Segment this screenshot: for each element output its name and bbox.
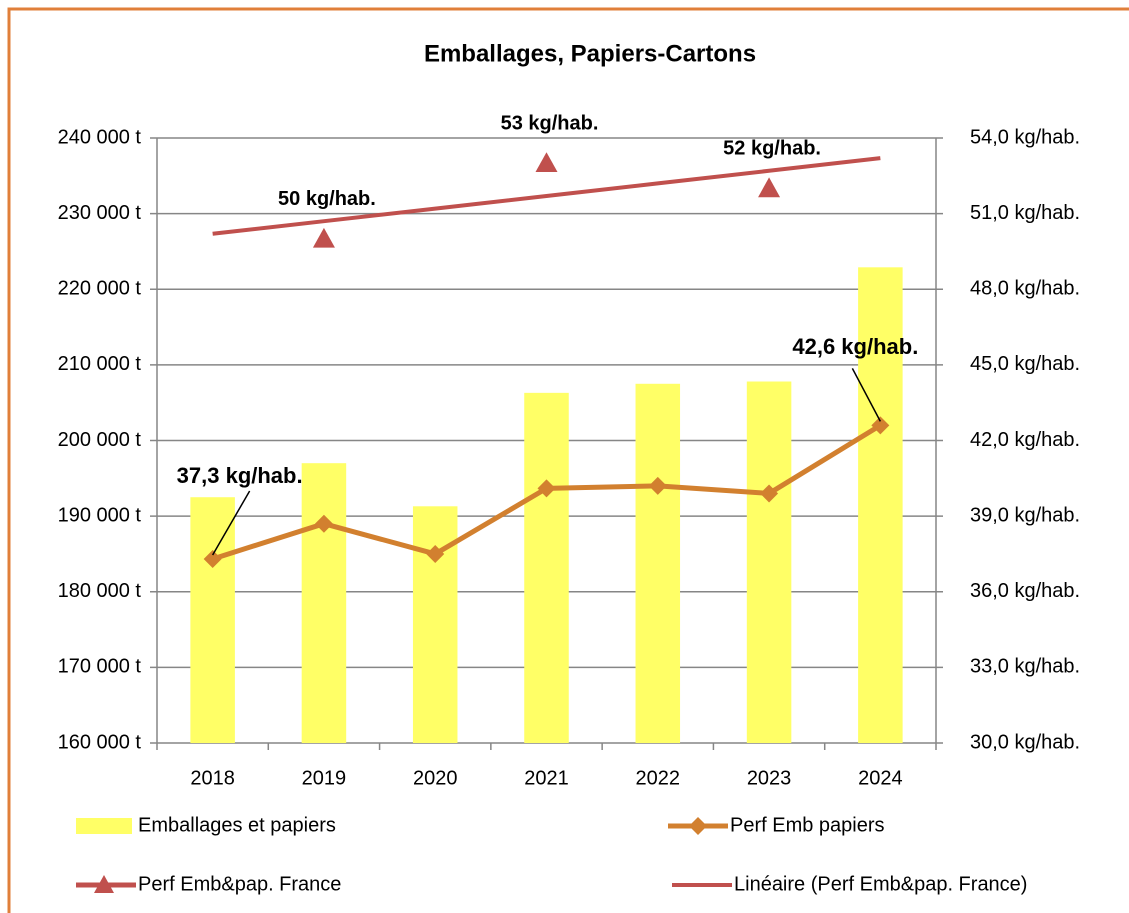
y-tick-label: 180 000 t [58,580,142,602]
data-label: 53 kg/hab. [501,112,599,134]
y-tick-label: 190 000 t [58,504,142,526]
marker [312,227,335,248]
y-tick-label: 220 000 t [58,278,142,300]
y2-tick-label: 54,0 kg/hab. [970,126,1080,148]
y-tick-label: 210 000 t [58,353,142,375]
legend-marker [94,875,114,893]
data-label: 50 kg/hab. [278,188,376,210]
marker [871,416,890,435]
data-label: 52 kg/hab. [723,138,821,160]
x-tick-label: 2019 [302,767,347,789]
y-tick-label: 170 000 t [58,656,142,678]
marker [760,484,779,503]
marker [535,152,558,173]
marker [537,479,556,498]
legend-swatch [76,818,132,834]
y2-tick-label: 45,0 kg/hab. [970,353,1080,375]
data-label: 37,3 kg/hab. [177,463,303,488]
bar [412,506,458,743]
y-tick-label: 200 000 t [58,429,142,451]
x-tick-label: 2022 [636,767,681,789]
marker [426,544,445,563]
trend-line [212,156,881,236]
marker [648,476,667,495]
leader-line [851,368,882,422]
y2-tick-label: 30,0 kg/hab. [970,731,1080,753]
x-tick-label: 2020 [413,767,458,789]
y2-tick-label: 33,0 kg/hab. [970,656,1080,678]
legend-label: Perf Emb papiers [730,814,885,836]
data-label: 42,6 kg/hab. [792,334,918,359]
marker [203,549,222,568]
x-tick-label: 2023 [747,767,792,789]
bar [635,383,681,743]
bar [190,497,235,743]
legend-label: Emballages et papiers [138,814,336,836]
chart-border [7,7,1129,913]
legend-label: Perf Emb&pap. France [138,873,341,895]
leader-line [211,490,251,556]
y-tick-label: 230 000 t [58,202,142,224]
legend-marker [689,817,707,835]
y2-tick-label: 48,0 kg/hab. [970,278,1080,300]
bar [858,267,903,743]
y2-tick-label: 39,0 kg/hab. [970,504,1080,526]
bar [524,392,569,743]
y-tick-label: 240 000 t [58,126,142,148]
y2-tick-label: 51,0 kg/hab. [970,202,1080,224]
chart-title: Emballages, Papiers-Cartons [424,40,756,67]
y2-tick-label: 36,0 kg/hab. [970,580,1080,602]
y2-tick-label: 42,0 kg/hab. [970,429,1080,451]
marker [314,514,333,533]
bar [301,463,347,743]
x-tick-label: 2018 [190,767,235,789]
marker [758,177,781,198]
x-tick-label: 2024 [858,767,903,789]
legend-label: Linéaire (Perf Emb&pap. France) [734,873,1027,895]
bar [746,381,792,743]
y-tick-label: 160 000 t [58,731,142,753]
x-tick-label: 2021 [524,767,569,789]
